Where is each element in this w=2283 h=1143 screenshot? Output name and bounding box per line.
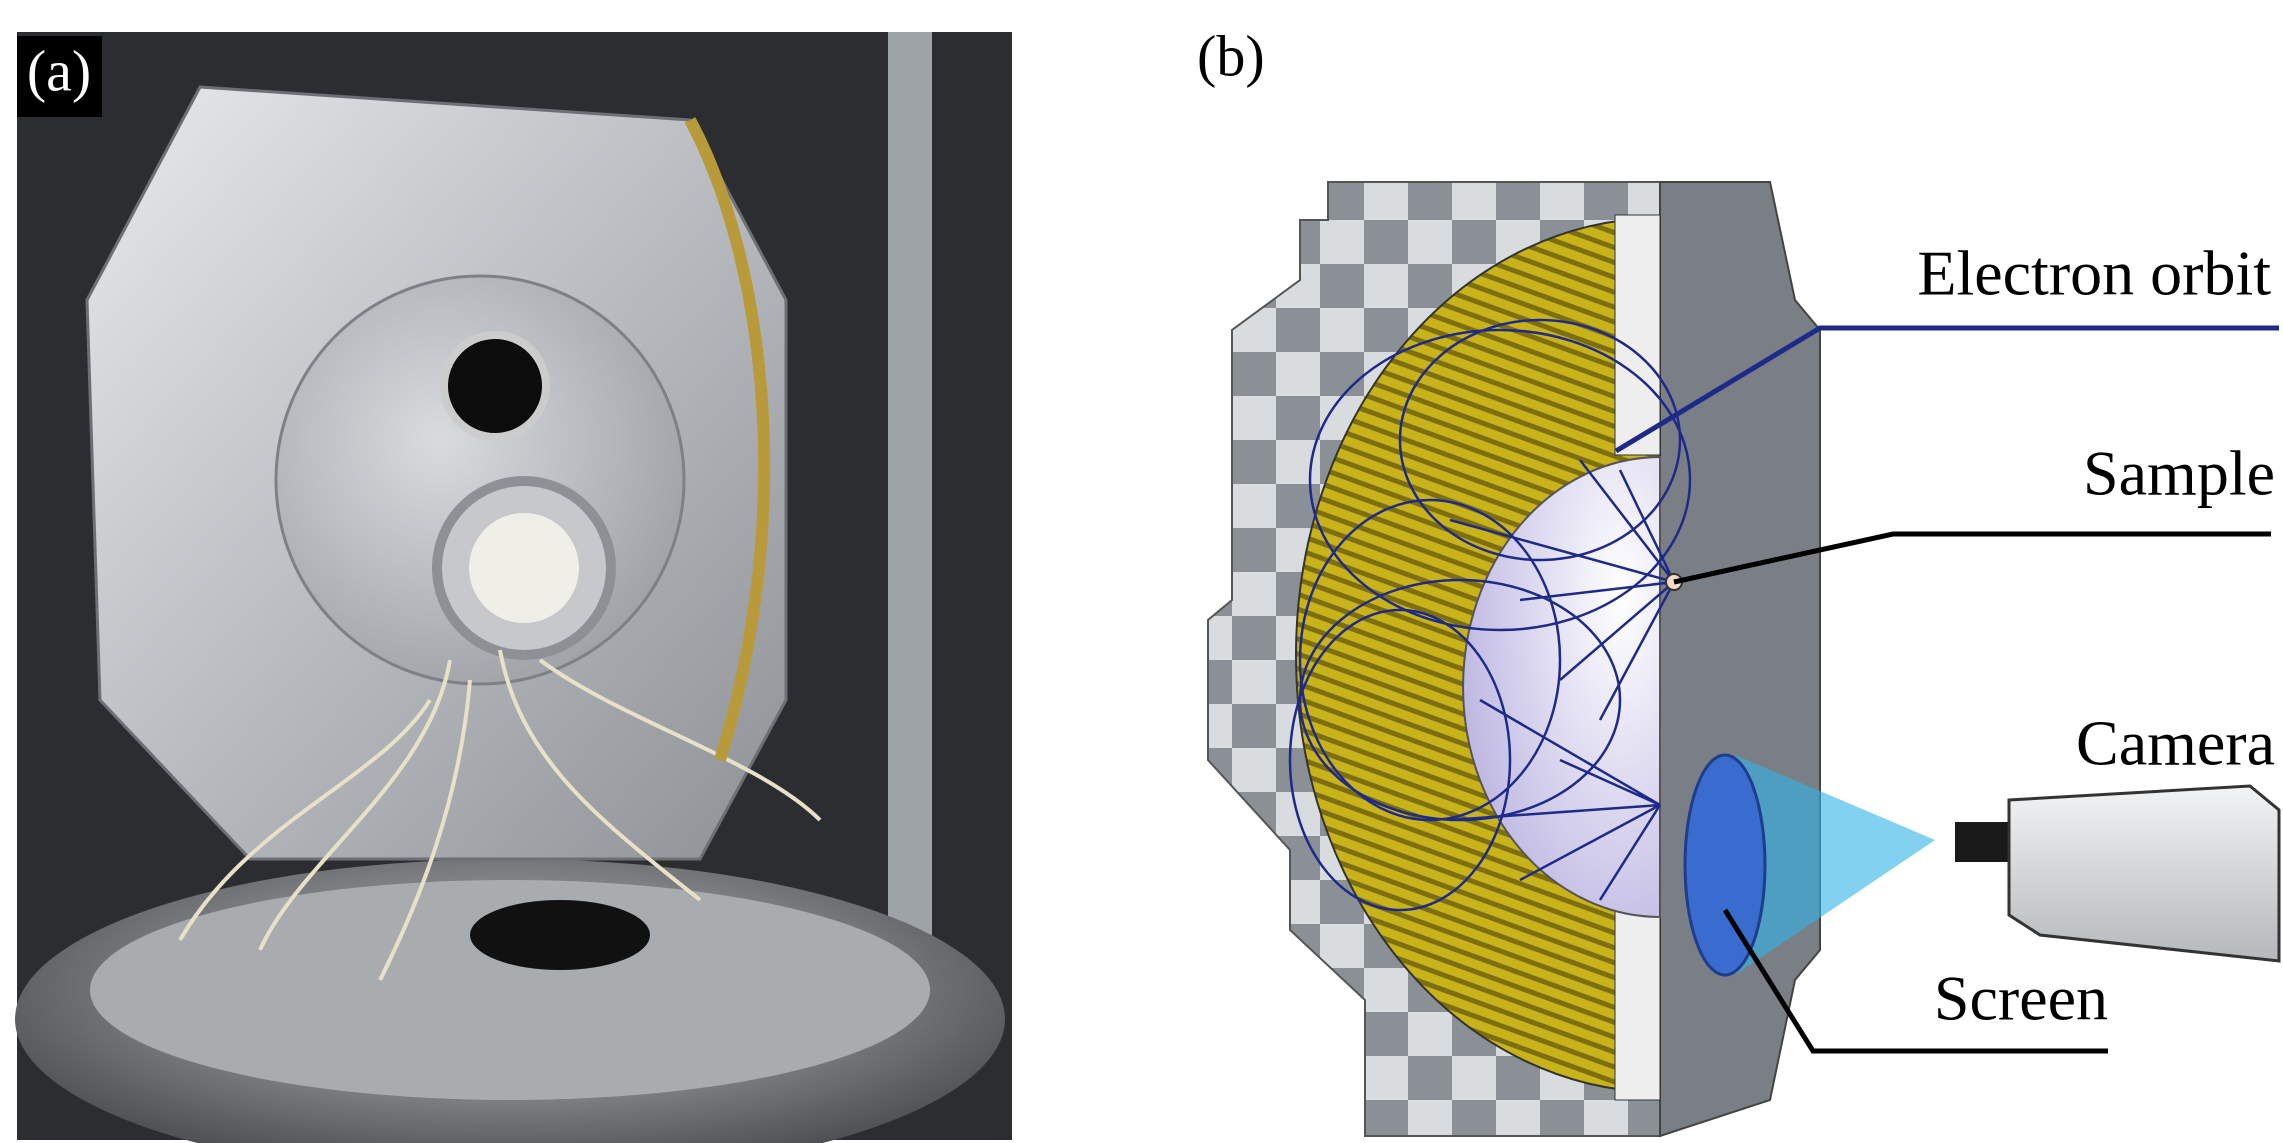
panel-label: (a) (27, 38, 91, 103)
page: (a) (b) Electron orbit Sample Camera (0, 0, 2283, 1143)
callout-label: Screen (1934, 963, 2108, 1034)
callout-label: Electron orbit (1917, 238, 2271, 309)
figure: (a) (b) Electron orbit Sample Camera (0, 0, 2283, 1143)
diagram: (b) Electron orbit Sample Camera Screen (1197, 23, 2279, 1136)
photo: (a) (15, 32, 1012, 1143)
panel-label: (b) (1197, 23, 1265, 88)
callout-label: Camera (2076, 708, 2275, 779)
callout-label: Sample (2083, 438, 2275, 509)
